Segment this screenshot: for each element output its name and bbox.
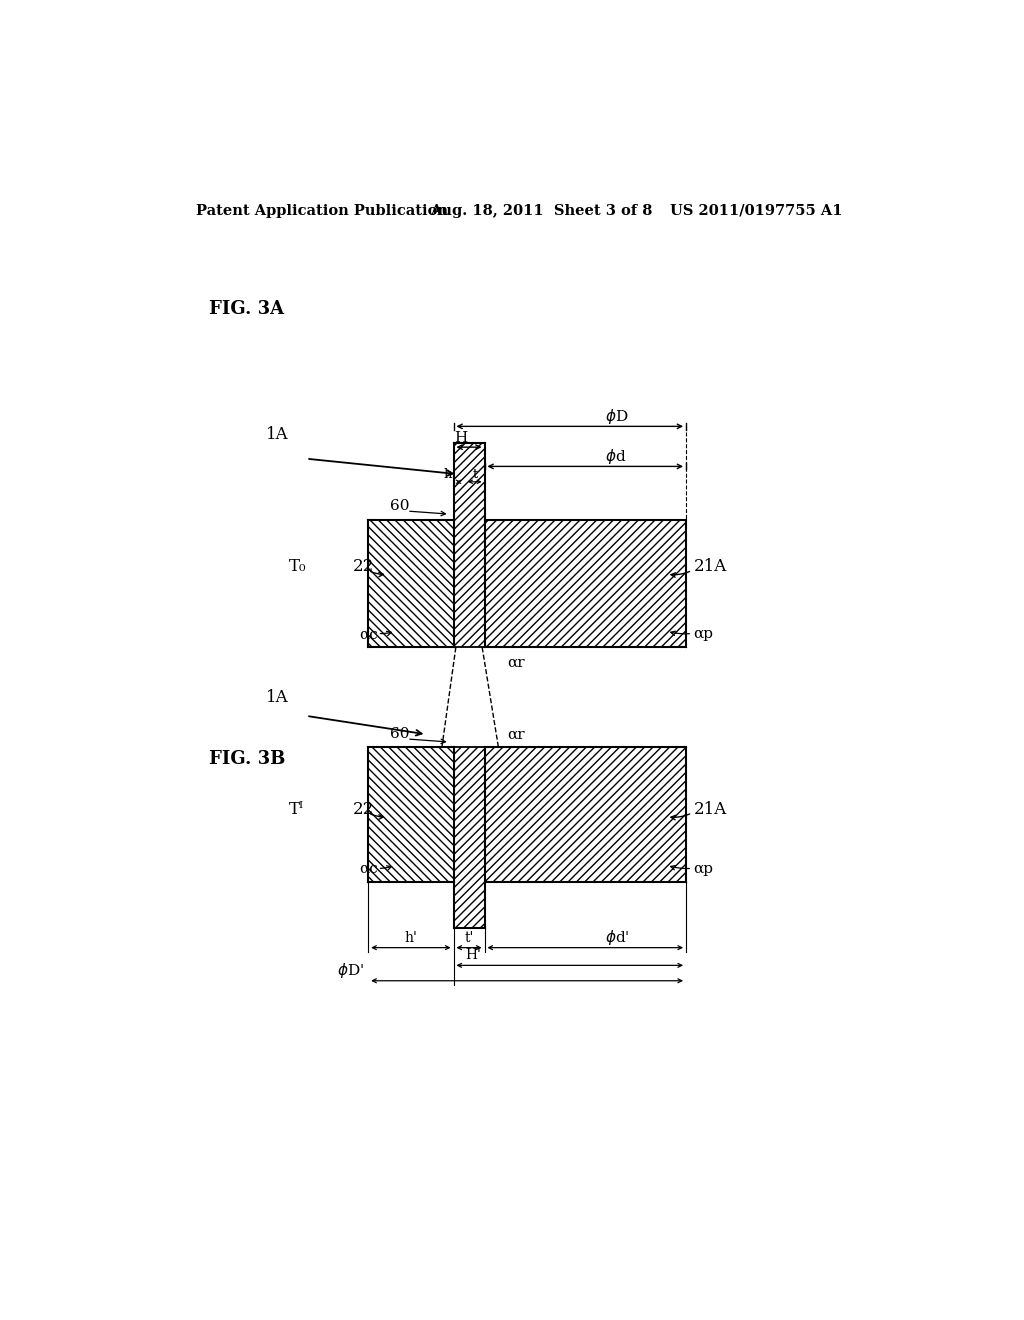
Polygon shape	[369, 747, 454, 882]
Polygon shape	[454, 747, 484, 928]
Text: Tᴵ: Tᴵ	[289, 800, 304, 817]
Text: αp: αp	[693, 862, 714, 876]
Text: 60: 60	[390, 727, 410, 742]
Text: H: H	[455, 430, 468, 445]
Text: 1A: 1A	[266, 425, 289, 442]
Text: H': H'	[465, 948, 481, 962]
Text: Aug. 18, 2011  Sheet 3 of 8: Aug. 18, 2011 Sheet 3 of 8	[430, 203, 652, 218]
Text: FIG. 3B: FIG. 3B	[209, 750, 286, 768]
Text: US 2011/0197755 A1: US 2011/0197755 A1	[671, 203, 843, 218]
Text: 22: 22	[352, 558, 374, 576]
Text: h': h'	[404, 931, 418, 945]
Text: αc: αc	[359, 862, 378, 876]
Text: αp: αp	[693, 627, 714, 642]
Text: 21A: 21A	[693, 800, 727, 817]
Text: $\phi$D: $\phi$D	[604, 407, 628, 426]
Text: FIG. 3A: FIG. 3A	[209, 300, 285, 318]
Text: 1A: 1A	[266, 689, 289, 706]
Polygon shape	[369, 520, 454, 647]
Text: αc: αc	[359, 627, 378, 642]
Text: Patent Application Publication: Patent Application Publication	[197, 203, 449, 218]
Text: T₀: T₀	[289, 558, 307, 576]
Text: t': t'	[464, 931, 474, 945]
Text: αr: αr	[508, 727, 525, 742]
Text: $\phi$d': $\phi$d'	[604, 928, 629, 948]
Text: $\phi$d: $\phi$d	[604, 447, 626, 466]
Text: h: h	[443, 467, 453, 480]
Text: t: t	[472, 467, 478, 480]
Text: 22: 22	[352, 800, 374, 817]
Polygon shape	[484, 520, 686, 647]
Polygon shape	[484, 747, 686, 882]
Text: αr: αr	[508, 656, 525, 669]
Text: 60: 60	[390, 499, 410, 513]
Text: 21A: 21A	[693, 558, 727, 576]
Text: $\phi$D': $\phi$D'	[338, 961, 365, 981]
Polygon shape	[454, 444, 484, 647]
